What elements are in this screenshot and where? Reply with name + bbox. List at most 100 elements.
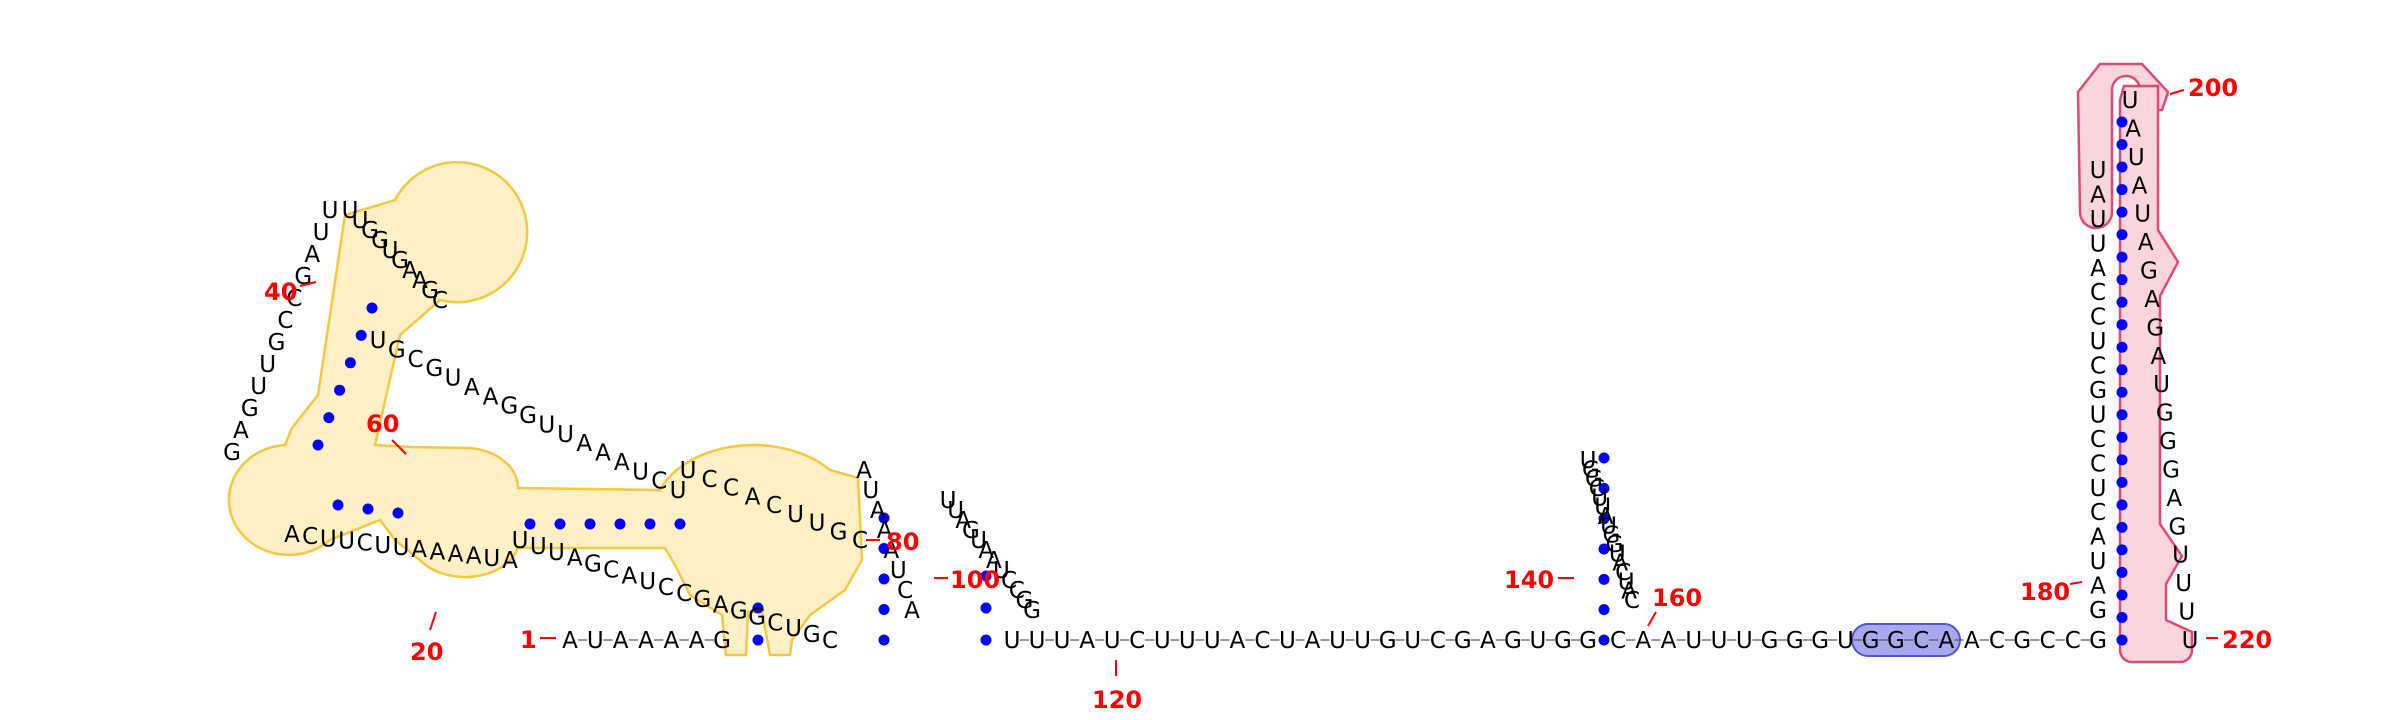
nucleotide-g: G (223, 440, 241, 466)
nucleotide-a: A (466, 544, 482, 570)
base-pair-dot (2116, 184, 2128, 196)
base-pair-dot (1598, 482, 1610, 494)
nucleotide-g: G (1761, 628, 1779, 654)
nucleotide-g: G (1504, 628, 1522, 654)
base-pair-dot (334, 384, 346, 396)
nucleotide-g: G (1585, 467, 1603, 493)
nucleotide-g: G (2140, 259, 2158, 285)
nucleotide-u: U (538, 412, 555, 438)
nucleotide-g: G (713, 628, 731, 654)
base-pair-dot (980, 634, 992, 646)
base-pair-dot (2116, 274, 2128, 286)
nucleotide-c: C (2090, 354, 2106, 380)
base-pair-dot (323, 412, 335, 424)
base-pair-dot (1598, 573, 1610, 585)
nucleotide-g: G (2013, 628, 2031, 654)
nucleotide-u: U (370, 328, 387, 354)
base-pair-dot (366, 302, 378, 314)
nucleotide-c: C (766, 493, 782, 519)
nucleotide-a: A (1230, 628, 1246, 654)
base-pair-dot (878, 543, 890, 554)
nucleotide-a: A (986, 548, 1002, 574)
base-pair-dot (2116, 364, 2128, 376)
nucleotide-g: G (693, 587, 711, 613)
nucleotide-u: U (947, 498, 964, 524)
base-pair-dots (312, 116, 2128, 646)
nucleotide-c: C (651, 469, 667, 495)
nucleotide-a: A (622, 563, 638, 589)
nucleotide-c: C (2039, 628, 2055, 654)
nucleotide-a: A (884, 538, 900, 564)
nucleotide-c: C (277, 308, 293, 334)
nucleotide-c: C (1989, 628, 2005, 654)
base-pair-dot (2116, 341, 2128, 353)
nucleotide-u: U (809, 511, 826, 537)
nucleotide-a: A (2144, 287, 2160, 313)
position-label-60: 60 (366, 410, 399, 438)
nucleotide-u: U (1029, 628, 1046, 654)
nucleotide-u: U (1594, 495, 1611, 521)
position-label-180: 180 (2020, 578, 2070, 606)
base-pair-dot (2116, 409, 2128, 421)
nucleotide-u: U (1004, 628, 1021, 654)
nucleotide-c: C (2065, 628, 2081, 654)
nucleotide-g: G (388, 337, 406, 363)
nucleotide-a: A (1964, 628, 1980, 654)
nucleotide-a: A (562, 628, 578, 654)
base-pair-dot (1598, 513, 1610, 525)
nucleotide-g: G (500, 394, 518, 420)
nucleotide-c: C (1001, 568, 1017, 594)
nucleotide-g: G (1786, 628, 1804, 654)
nucleotide-u: U (2134, 202, 2151, 228)
nucleotide-u: U (1591, 485, 1608, 511)
nucleotide-a: A (1305, 628, 1321, 654)
nucleotide-u: U (1104, 628, 1121, 654)
nucleotide-u: U (512, 528, 529, 554)
nucleotide-g: G (730, 599, 748, 625)
nucleotide-a: A (1612, 551, 1628, 577)
nucleotide-g: G (421, 278, 439, 304)
nucleotide-g: G (1379, 628, 1397, 654)
base-pair-dot (312, 439, 324, 451)
base-pair-dot (2116, 634, 2128, 646)
nucleotide-c: C (658, 575, 674, 601)
nucleotide-c: C (1589, 476, 1605, 502)
nucleotide-c: C (302, 524, 318, 550)
nucleotide-u: U (2172, 543, 2189, 569)
nucleotide-a: A (638, 628, 654, 654)
nucleotide-u: U (322, 198, 339, 224)
nucleotide-c: C (723, 476, 739, 502)
nucleotide-c: C (2090, 305, 2106, 331)
nucleotide-g: G (2146, 315, 2164, 341)
base-pair-dot (2116, 544, 2128, 556)
nucleotide-c: C (2090, 427, 2106, 453)
position-label-20: 20 (410, 638, 443, 666)
nucleotide-g: G (2089, 598, 2107, 624)
base-pair-dot (2116, 296, 2128, 308)
base-pair-dot (2116, 319, 2128, 331)
base-pair-dot (614, 518, 626, 530)
nucleotide-a: A (1480, 628, 1496, 654)
nucleotide-u: U (548, 540, 565, 566)
nucleotide-a: A (904, 598, 920, 624)
base-pair-dot (2116, 206, 2128, 218)
nucleotide-g: G (1887, 628, 1905, 654)
nucleotide-a: A (2151, 344, 2167, 370)
nucleotide-u: U (2178, 600, 2195, 626)
nucleotide-g: G (2159, 429, 2177, 455)
nucleotide-c: C (822, 628, 838, 654)
nucleotide-a: A (663, 628, 679, 654)
nucleotide-g: G (1582, 457, 1600, 483)
nucleotide-u: U (2090, 329, 2107, 355)
nucleotide-c: C (676, 581, 692, 607)
nucleotide-g: G (1603, 523, 1621, 549)
nucleotide-u: U (2128, 145, 2145, 171)
nucleotide-a: A (402, 258, 418, 284)
base-pair-dot (2116, 589, 2128, 601)
nucleotide-g: G (962, 518, 980, 544)
base-pair-dot (584, 518, 596, 530)
domain1-highlight-outline (227, 160, 864, 657)
position-label-200: 200 (2188, 74, 2238, 102)
